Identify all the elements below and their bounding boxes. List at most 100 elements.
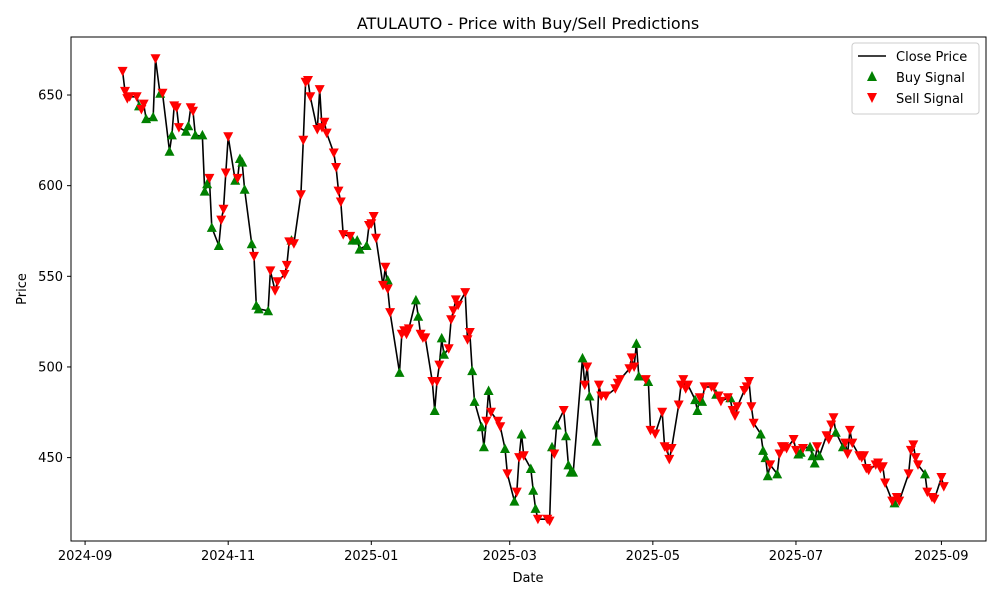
sell-signal-marker <box>331 163 342 173</box>
buy-signal-marker <box>467 365 478 376</box>
buy-signal-marker <box>202 178 213 189</box>
sell-signal-marker <box>279 270 290 280</box>
sell-signal-marker <box>272 277 283 287</box>
sell-signal-series <box>117 54 949 527</box>
buy-signal-marker <box>239 184 250 194</box>
sell-signal-marker <box>218 204 229 215</box>
sell-signal-marker <box>295 190 306 200</box>
sell-signal-marker <box>378 280 388 291</box>
sell-signal-marker <box>722 393 733 403</box>
sell-signal-marker <box>887 496 898 507</box>
buy-signal-marker <box>439 349 449 359</box>
sell-signal-marker <box>626 353 637 363</box>
buy-signal-marker <box>164 146 175 156</box>
sell-signal-marker <box>727 406 738 416</box>
close-price-series <box>121 57 945 522</box>
sell-signal-marker <box>385 308 396 318</box>
legend-label-sell: Sell Signal <box>896 92 964 107</box>
close-price-line <box>121 57 945 522</box>
x-tick-label: 2024-09 <box>58 549 112 564</box>
buy-signal-marker <box>807 450 818 461</box>
buy-signal-marker <box>253 303 264 314</box>
sell-signal-marker <box>683 380 693 391</box>
sell-signal-marker <box>511 487 522 498</box>
sell-signal-marker <box>910 453 921 463</box>
sell-signal-marker <box>305 92 316 102</box>
sell-signal-marker <box>593 380 604 391</box>
sell-signal-marker <box>913 460 923 470</box>
sell-signal-marker <box>640 375 651 385</box>
sell-signal-marker <box>730 411 740 421</box>
sell-signal-marker <box>382 284 393 294</box>
buy-signal-marker <box>166 129 177 140</box>
sell-signal-marker <box>664 454 675 465</box>
sell-signal-marker <box>579 380 590 391</box>
buy-signal-marker <box>568 467 579 477</box>
sell-signal-marker <box>558 406 569 416</box>
y-tick-label: 450 <box>38 451 63 466</box>
sell-signal-marker <box>443 344 454 354</box>
buy-signal-marker <box>246 238 257 249</box>
sell-signal-marker <box>732 402 743 412</box>
sell-signal-marker <box>600 391 611 401</box>
sell-signal-marker <box>828 413 839 423</box>
sell-signal-marker <box>532 514 543 525</box>
sell-signal-marker <box>333 186 344 197</box>
buy-signal-marker <box>837 441 848 452</box>
buy-signal-marker <box>476 421 487 432</box>
buy-signal-marker <box>755 429 766 439</box>
sell-signal-marker <box>880 478 891 488</box>
sell-signal-marker <box>765 460 776 470</box>
sell-signal-marker <box>446 315 457 325</box>
sell-signal-marker <box>713 391 724 401</box>
sell-signal-marker <box>938 482 949 492</box>
sell-signal-marker <box>188 106 198 117</box>
sell-signal-marker <box>863 465 874 476</box>
buy-signal-marker <box>354 244 365 254</box>
sell-signal-marker <box>645 425 656 436</box>
x-tick-label: 2025-05 <box>626 549 680 564</box>
sell-signal-marker <box>694 393 705 403</box>
buy-signal-marker <box>197 129 208 140</box>
sell-signal-marker <box>544 516 555 527</box>
sell-signal-marker <box>842 449 853 459</box>
sell-signal-marker <box>117 66 128 77</box>
sell-signal-marker <box>788 435 799 445</box>
buy-signal-marker <box>478 441 489 452</box>
buy-signal-marker <box>413 311 424 321</box>
sell-signal-marker <box>666 444 677 454</box>
buy-signal-marker <box>181 126 191 136</box>
buy-signal-marker <box>516 429 527 439</box>
buy-signal-marker <box>690 394 701 405</box>
buy-signal-marker <box>830 427 841 437</box>
buy-signal-marker <box>577 352 588 363</box>
sell-signal-marker <box>798 444 808 454</box>
buy-signal-marker <box>237 157 248 167</box>
buy-signal-marker <box>561 430 571 441</box>
sell-signal-marker <box>486 407 496 418</box>
sell-signal-marker <box>791 445 801 456</box>
y-axis: 450 500 550 600 650 <box>38 89 71 466</box>
buy-signal-marker <box>809 458 820 468</box>
sell-signal-marker <box>715 396 726 407</box>
sell-signal-marker <box>615 375 625 385</box>
sell-signal-marker <box>922 487 933 498</box>
sell-signal-marker <box>249 251 259 262</box>
x-tick-label: 2024-11 <box>201 549 255 564</box>
sell-signal-marker <box>314 85 325 95</box>
sell-signal-marker <box>826 420 837 430</box>
sell-signal-marker <box>420 333 431 343</box>
sell-signal-marker <box>708 382 719 392</box>
sell-signal-marker <box>460 288 471 298</box>
sell-signal-marker <box>270 286 281 296</box>
sell-signal-marker <box>495 422 506 432</box>
sell-signal-marker <box>303 76 313 86</box>
sell-signal-marker <box>894 496 905 507</box>
sell-signal-marker <box>173 123 184 133</box>
buy-signal-marker <box>213 240 224 250</box>
sell-signal-marker <box>120 86 130 97</box>
sell-signal-marker <box>812 442 823 452</box>
legend: Close Price Buy Signal Sell Signal <box>851 42 980 115</box>
sell-signal-marker <box>450 295 461 305</box>
sell-signal-marker <box>746 402 757 412</box>
